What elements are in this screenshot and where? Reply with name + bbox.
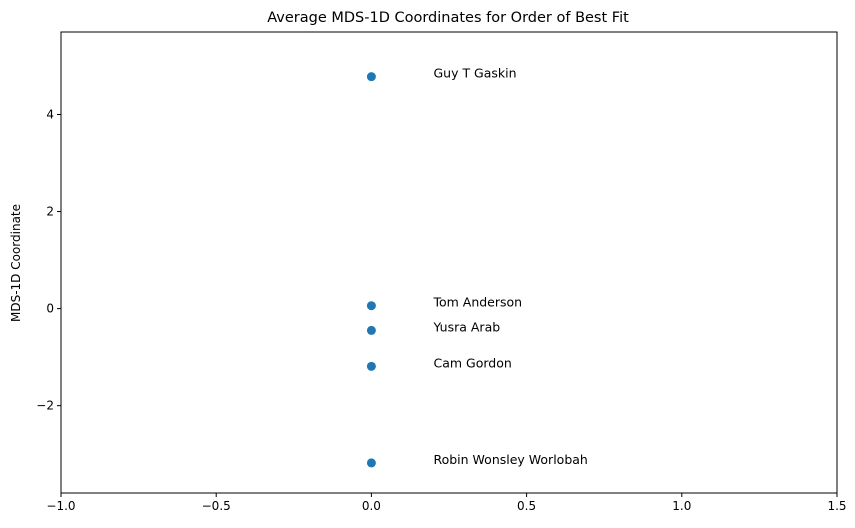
plot-area: −1.0 −0.5 0.0 0.5 1.0 1.5 −2 0 2 4 Guy T Gaskin Tom… xyxy=(36,66,846,513)
x-tick-label: −1.0 xyxy=(46,499,75,513)
data-point xyxy=(366,301,376,311)
point-label: Cam Gordon xyxy=(433,355,511,370)
x-tick-label: −0.5 xyxy=(202,499,231,513)
data-point xyxy=(366,458,376,468)
x-tick-label: 1.0 xyxy=(672,499,691,513)
plot-frame xyxy=(60,31,838,494)
point-label: Tom Anderson xyxy=(432,295,522,310)
chart-title: Average MDS-1D Coordinates for Order of … xyxy=(267,10,629,26)
data-point xyxy=(366,72,376,82)
y-tick-label: 0 xyxy=(46,302,54,316)
x-tick-label: 0.5 xyxy=(517,499,536,513)
x-tick-label: 1.5 xyxy=(827,499,846,513)
point-label: Robin Wonsley Worlobah xyxy=(433,452,587,467)
data-point xyxy=(366,325,376,335)
y-tick-label: 4 xyxy=(46,107,54,121)
point-label: Yusra Arab xyxy=(432,319,500,334)
y-tick-label: 2 xyxy=(46,205,54,219)
data-point xyxy=(366,361,376,371)
y-tick-label: −2 xyxy=(36,399,54,413)
x-tick-label: 0.0 xyxy=(362,499,381,513)
point-label: Guy T Gaskin xyxy=(433,66,516,81)
y-axis-label: MDS-1D Coordinate xyxy=(9,204,23,322)
